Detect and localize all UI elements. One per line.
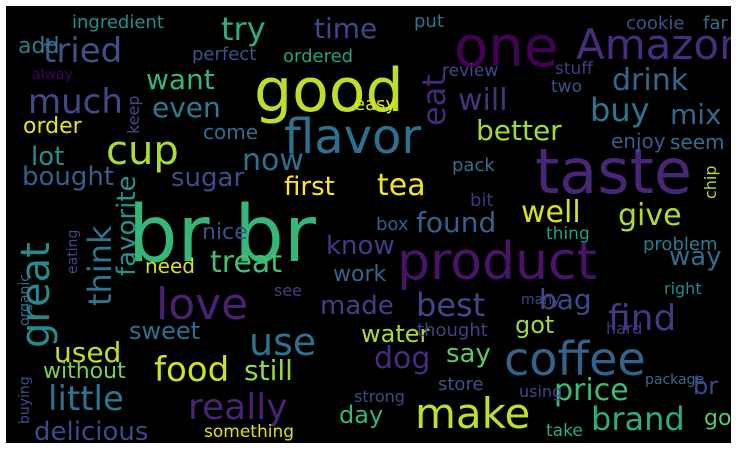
word-go: go [704,406,731,431]
word-package: package [645,372,705,388]
word-better: better [476,114,562,147]
word-drink: drink [612,63,689,98]
word-problem: problem [643,234,718,255]
word-got: got [515,311,555,339]
word-pack: pack [452,155,495,176]
word-take: take [546,421,583,441]
word-delicious: delicious [34,417,149,443]
word-two: two [551,77,582,97]
word-buy: buy [590,91,650,129]
word-make: make [415,389,531,438]
word-give: give [618,198,682,233]
word-bought: bought [22,162,115,192]
word-chip: chip [701,165,720,199]
word-see: see [274,281,303,300]
word-using: using [519,382,563,401]
word-ordered: ordered [283,46,354,67]
word-sweet: sweet [129,317,201,345]
word-seem: seem [670,130,725,154]
word-know: know [326,231,395,261]
word-mix: mix [670,98,722,131]
word-time: time [314,12,378,45]
word-stuff: stuff [555,59,594,79]
word-used: used [54,336,122,369]
word-right: right [664,279,702,298]
word-tried: tried [43,31,123,71]
word-well: well [521,195,581,230]
word-say: say [446,339,491,369]
word-store: store [438,374,484,395]
word-buying: buying [17,376,33,424]
word-want: want [146,63,215,96]
word-try: try [221,10,266,48]
word-something: something [204,422,295,442]
word-much: much [28,82,123,122]
word-price: price [554,373,629,408]
word-day: day [339,401,384,429]
word-good: good [254,56,404,126]
word-keep: keep [124,95,143,134]
word-still: still [244,354,293,387]
word-without: without [43,359,126,384]
word-will: will [458,83,508,118]
word-favorite: favorite [112,175,142,276]
word-ingredient: ingredient [72,12,164,33]
word-br-br: br br [128,190,316,280]
word-br: br [693,372,719,400]
word-use: use [249,320,317,364]
word-taste: taste [535,135,693,208]
word-organic: organic [17,273,33,326]
word-best: best [416,286,486,324]
word-strong: strong [354,387,405,406]
word-easy: easy [354,94,397,115]
word-perfect: perfect [192,44,257,65]
word-work: work [333,262,387,287]
word-bag: bag [539,283,592,316]
word-amazon: Amazon [576,20,731,69]
word-box: box [376,214,409,235]
word-review: review [442,61,499,81]
word-tea: tea [377,168,426,203]
word-eat: eat [415,74,453,126]
word-really: really [188,387,288,428]
word-cloud: br br taste product coffee good flavor one Amaz… [6,6,731,443]
word-need: need [145,254,195,278]
word-eating: eating [65,229,81,274]
word-flavor: flavor [284,109,422,165]
word-many: many [521,292,561,308]
word-found: found [416,206,497,239]
word-nice: nice [202,220,248,245]
word-now: now [242,143,304,178]
word-way: way [669,242,722,272]
word-come: come [203,120,259,144]
word-find: find [608,298,677,339]
word-hard: hard [606,319,643,338]
word-sugar: sugar [171,163,245,193]
word-order: order [23,114,82,139]
word-food: food [154,350,230,390]
word-one: one [454,15,559,80]
word-treat: treat [210,245,283,280]
word-enjoy: enjoy [611,129,666,153]
word-thing: thing [546,224,590,244]
word-far: far [703,13,728,34]
word-cookie: cookie [626,13,685,34]
word-made: made [320,291,394,321]
word-first: first [284,172,335,202]
word-product: product [397,232,598,292]
word-lot: lot [31,142,65,172]
word-little: little [48,379,124,419]
word-coffee: coffee [504,332,646,386]
word-even: even [152,91,221,124]
word-love: love [156,279,249,330]
word-thought: thought [417,320,488,341]
word-brand: brand [591,400,685,438]
word-add: add [18,34,60,59]
word-water: water [361,320,430,348]
word-bit: bit [470,190,494,211]
word-put: put [414,11,444,32]
word-alway: alway [32,67,73,83]
word-dog: dog [374,341,431,376]
word-cup: cup [106,128,179,174]
